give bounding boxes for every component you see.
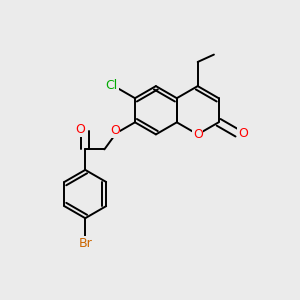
Text: O: O <box>110 124 120 137</box>
Text: O: O <box>238 127 248 140</box>
Text: Br: Br <box>78 237 92 250</box>
Text: O: O <box>75 123 85 136</box>
Text: Cl: Cl <box>106 79 118 92</box>
Text: O: O <box>193 128 202 141</box>
